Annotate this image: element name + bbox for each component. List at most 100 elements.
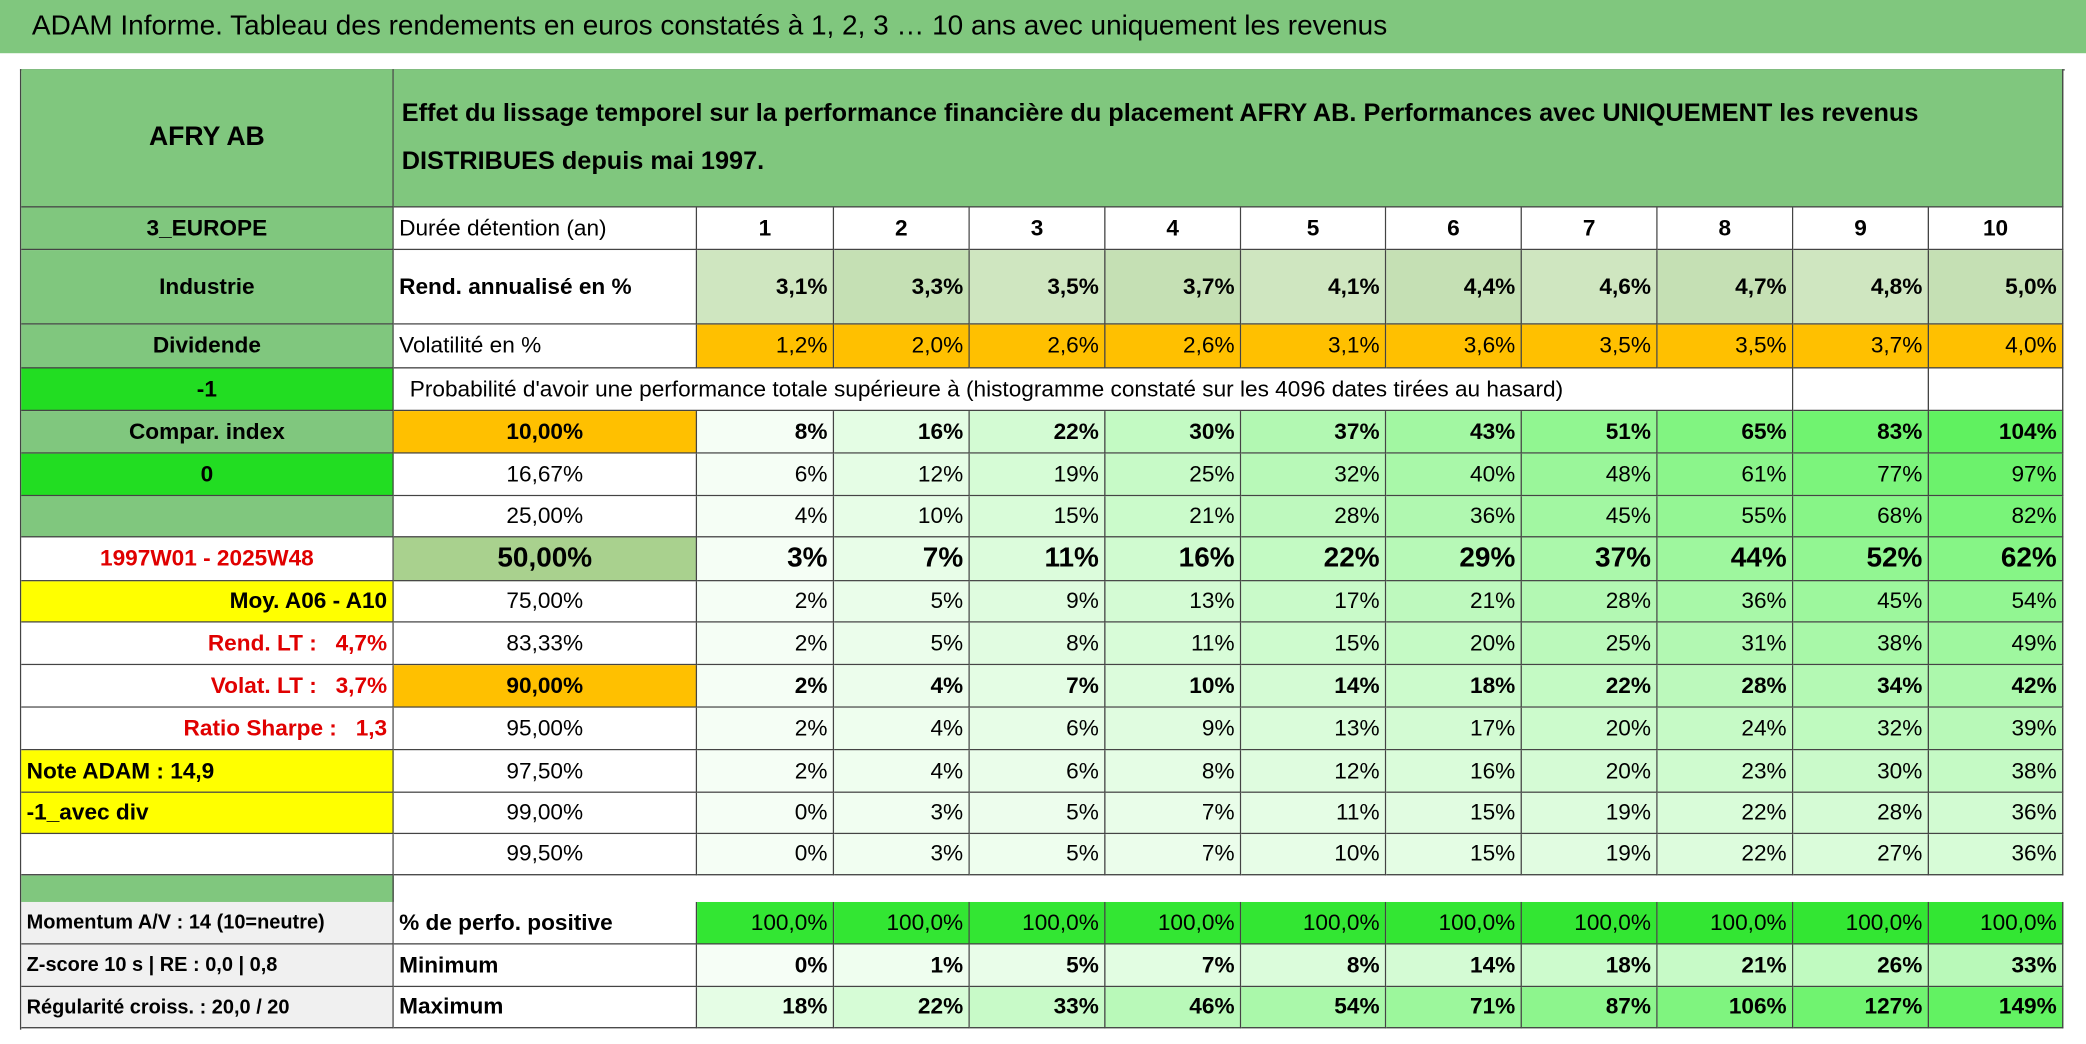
side-label: Note ADAM : 14,9 <box>21 750 394 793</box>
value-cell: 17% <box>1241 581 1387 623</box>
row-label: 75,00% <box>393 581 698 623</box>
title: ADAM Informe. Tableau des rendements en … <box>0 0 2086 54</box>
value-cell: 2% <box>697 665 835 708</box>
value-cell: 26% <box>1793 944 1930 988</box>
value-cell: 10% <box>1105 665 1242 708</box>
value-cell: 7% <box>834 537 970 582</box>
side-label: Rend. LT : 4,7% <box>21 622 394 666</box>
value-cell: 10% <box>1241 834 1387 876</box>
value-cell: 30% <box>1793 750 1930 793</box>
value-cell: 38% <box>1929 750 2064 793</box>
value-cell: 9% <box>1105 707 1242 751</box>
row-label: 99,00% <box>393 792 698 835</box>
value-cell: 25% <box>1521 622 1658 666</box>
row-label: 99,50% <box>393 834 698 876</box>
row-label: 97,50% <box>393 750 698 793</box>
value-cell: 4,1% <box>1241 250 1387 325</box>
row-label: % de perfo. positive <box>393 901 698 945</box>
value-cell: 52% <box>1793 537 1930 582</box>
value-cell: 7% <box>1105 944 1242 988</box>
value-cell: 3,5% <box>1521 324 1658 369</box>
value-cell: 5% <box>969 834 1106 876</box>
side-label: -1_avec div <box>21 792 394 835</box>
value-cell: 6% <box>969 707 1106 751</box>
value-cell: 18% <box>697 987 835 1029</box>
value-cell: 1,2% <box>697 324 835 369</box>
value-cell: 4% <box>834 707 970 751</box>
side-label: Compar. index <box>21 411 394 454</box>
row-label: Minimum <box>393 944 698 988</box>
value-cell: 65% <box>1657 411 1794 454</box>
value-cell: 46% <box>1105 987 1242 1029</box>
gap-green <box>21 875 394 902</box>
value-cell: 8% <box>969 622 1106 666</box>
value-cell: 11% <box>969 537 1106 582</box>
row-label: Volatilité en % <box>393 324 698 369</box>
value-cell: 14% <box>1386 944 1522 988</box>
value-cell: 12% <box>1241 750 1387 793</box>
value-cell: 27% <box>1793 834 1930 876</box>
row-label: 95,00% <box>393 707 698 751</box>
value-cell: 97% <box>1929 453 2064 497</box>
value-cell: 28% <box>1241 496 1387 538</box>
row-label: 16,67% <box>393 453 698 497</box>
value-cell: 77% <box>1793 453 1930 497</box>
value-cell: 19% <box>969 453 1106 497</box>
value-cell: 28% <box>1521 581 1658 623</box>
value-cell: 16% <box>1386 750 1522 793</box>
value-cell: 5 <box>1241 207 1387 251</box>
value-cell: 1% <box>834 944 970 988</box>
side-label: 0 <box>21 453 394 497</box>
value-cell: 3,3% <box>834 250 970 325</box>
value-cell: 31% <box>1657 622 1794 666</box>
value-cell: 8 <box>1657 207 1794 251</box>
value-cell: 2,0% <box>834 324 970 369</box>
value-cell: 20% <box>1521 707 1658 751</box>
side-label: Régularité croiss. : 20,0 / 20 <box>21 987 394 1029</box>
value-cell: 8% <box>1241 944 1387 988</box>
value-cell: 4% <box>834 750 970 793</box>
value-cell: 71% <box>1386 987 1522 1029</box>
value-cell: 5,0% <box>1929 250 2064 325</box>
value-cell: 0% <box>697 944 835 988</box>
value-cell: 3,7% <box>1105 250 1242 325</box>
value-cell: 1 <box>697 207 835 251</box>
value-cell: 39% <box>1929 707 2064 751</box>
value-cell: 100,0% <box>969 901 1106 945</box>
value-cell: 16% <box>834 411 970 454</box>
side-label <box>21 496 394 538</box>
value-cell: 16% <box>1105 537 1242 582</box>
value-cell: 18% <box>1386 665 1522 708</box>
side-label: 3_EUROPE <box>21 207 394 251</box>
value-cell: 149% <box>1929 987 2064 1029</box>
side-label: Dividende <box>21 324 394 369</box>
value-cell: 7 <box>1521 207 1658 251</box>
value-cell: 6% <box>969 750 1106 793</box>
value-cell: 100,0% <box>1241 901 1387 945</box>
value-cell: 4% <box>697 496 835 538</box>
value-cell: 42% <box>1929 665 2064 708</box>
value-cell: 100,0% <box>1929 901 2064 945</box>
value-cell: 36% <box>1929 792 2064 835</box>
value-cell: 3,5% <box>1657 324 1794 369</box>
value-cell: 3,1% <box>1241 324 1387 369</box>
value-cell: 9 <box>1793 207 1930 251</box>
value-cell: 68% <box>1793 496 1930 538</box>
value-cell: 38% <box>1793 622 1930 666</box>
value-cell: 49% <box>1929 622 2064 666</box>
row-label: Maximum <box>393 987 698 1029</box>
value-cell: 15% <box>1386 792 1522 835</box>
value-cell: 10 <box>1929 207 2064 251</box>
side-label <box>21 834 394 876</box>
value-cell: 3,5% <box>969 250 1106 325</box>
empty-cell <box>1929 368 2064 412</box>
stock-name: AFRY AB <box>21 69 394 208</box>
value-cell: 15% <box>1241 622 1387 666</box>
row-label: 83,33% <box>393 622 698 666</box>
value-cell: 2 <box>834 207 970 251</box>
value-cell: 22% <box>1657 834 1794 876</box>
value-cell: 7% <box>1105 792 1242 835</box>
value-cell: 19% <box>1521 792 1658 835</box>
value-cell: 82% <box>1929 496 2064 538</box>
value-cell: 100,0% <box>834 901 970 945</box>
